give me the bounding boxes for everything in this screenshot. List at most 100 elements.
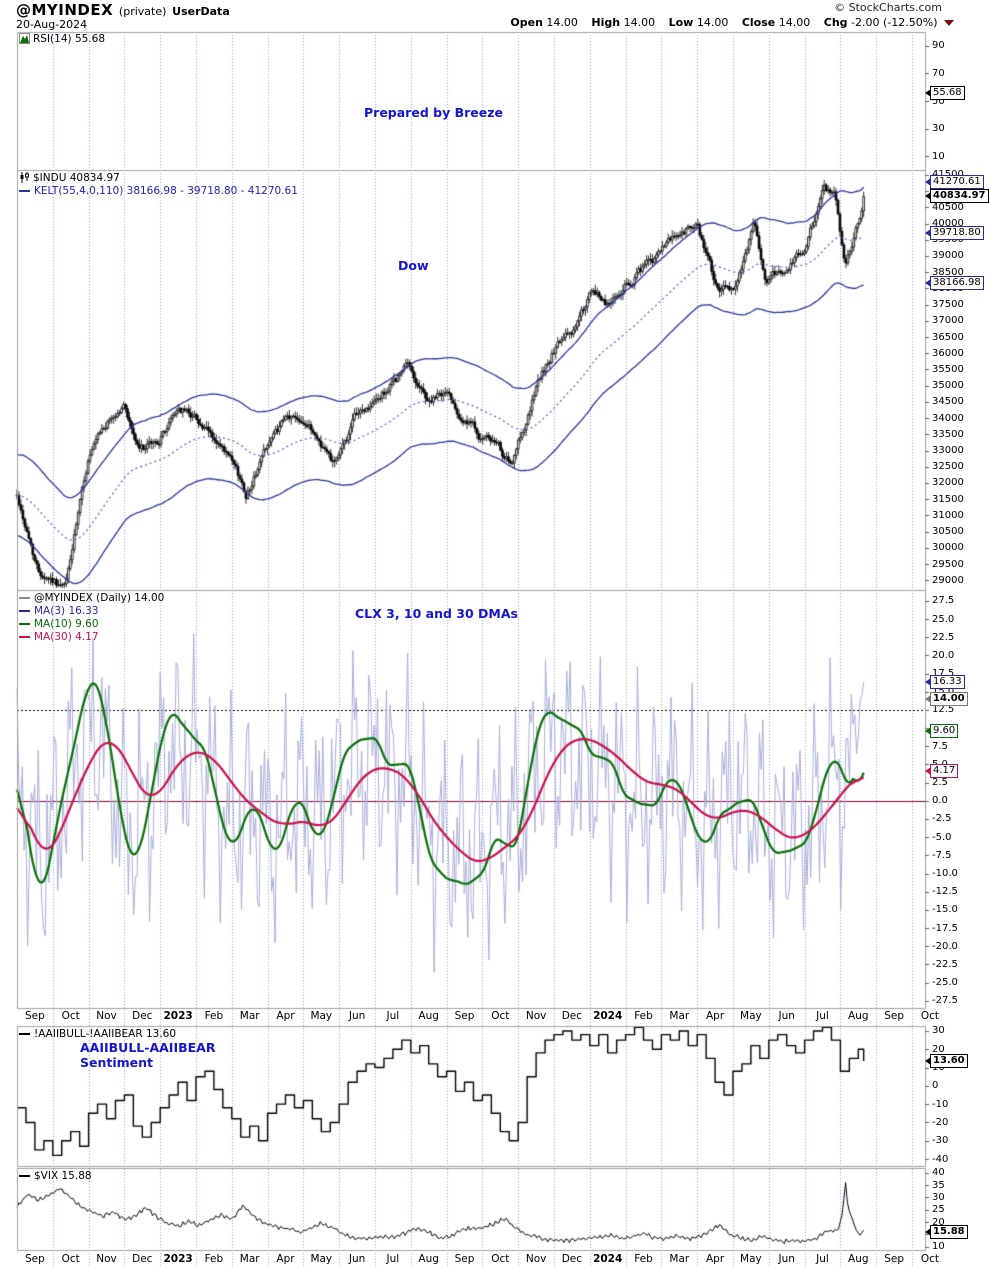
axis-tick-label: -15.0 xyxy=(932,904,958,916)
aaii-legend: !AAIIBULL-!AAIIBEAR 13.60 xyxy=(19,1028,176,1041)
low-value: 14.00 xyxy=(696,16,729,29)
month-label: Mar xyxy=(239,1253,260,1265)
month-label: Jul xyxy=(386,1253,400,1265)
month-label: Apr xyxy=(706,1010,725,1022)
axis-tick-label: 38500 xyxy=(932,266,964,278)
axis-tick-label: 33500 xyxy=(932,428,964,440)
month-label: Nov xyxy=(96,1253,117,1265)
axis-tick-label: 34000 xyxy=(932,412,964,424)
value-label-badge: 15.88 xyxy=(925,1225,968,1240)
axis-tick-label: 10 xyxy=(932,1241,945,1253)
chg-value: -2.00 (-12.50%) xyxy=(851,16,938,29)
axis-tick-label: 39500 xyxy=(932,234,964,246)
badge-arrow-icon xyxy=(925,228,931,237)
axis-tick-label: -10 xyxy=(932,1098,949,1110)
axis-tick-label: -20.0 xyxy=(932,940,958,952)
candlestick-icon xyxy=(19,172,30,187)
axis-tick-label: 22.5 xyxy=(932,631,955,643)
ma10-label: MA(10) 9.60 xyxy=(34,618,99,630)
badge-value: 39718.80 xyxy=(933,226,981,238)
open-value: 14.00 xyxy=(546,16,578,29)
rsi-legend-label: RSI(14) 55.68 xyxy=(33,33,106,45)
month-label: Dec xyxy=(132,1010,153,1022)
month-label: Jul xyxy=(816,1010,829,1022)
axis-tick-label: -27.5 xyxy=(932,995,958,1007)
month-label: Mar xyxy=(239,1010,260,1022)
month-label: Nov xyxy=(525,1010,547,1022)
month-label: Jul xyxy=(386,1010,400,1022)
chg-label: Chg xyxy=(823,16,848,29)
month-label: Apr xyxy=(276,1253,295,1265)
month-label: Jul xyxy=(816,1253,829,1265)
axis-tick-label: 32500 xyxy=(932,461,964,473)
ma3-label: MA(3) 16.33 xyxy=(34,605,99,617)
open-label: Open xyxy=(510,16,543,29)
ma30-label: MA(30) 4.17 xyxy=(34,631,99,643)
value-label-badge: 41270.61 xyxy=(925,175,984,190)
month-label: May xyxy=(740,1253,762,1265)
month-label: Aug xyxy=(848,1010,869,1022)
month-label: 2023 xyxy=(163,1253,193,1265)
month-label: 2024 xyxy=(593,1253,623,1265)
annotation-prepared-by: Prepared by Breeze xyxy=(364,105,503,120)
badge-value: 9.60 xyxy=(933,725,956,737)
axis-tick-label: 0 xyxy=(932,1080,939,1092)
rsi-legend: RSI(14) 55.68 xyxy=(19,33,105,48)
annotation-dow: Dow xyxy=(398,258,429,273)
value-label-badge: 9.60 xyxy=(925,724,959,739)
month-label: Apr xyxy=(706,1253,725,1265)
badge-arrow-icon xyxy=(925,727,931,736)
month-label: Nov xyxy=(96,1010,117,1022)
axis-tick-label: 35500 xyxy=(932,363,964,375)
value-label-badge: 4.17 xyxy=(925,763,959,778)
value-label-badge: 40834.97 xyxy=(925,189,989,204)
month-label: Sep xyxy=(24,1253,45,1265)
close-value: 14.00 xyxy=(778,16,811,29)
month-label: Sep xyxy=(454,1010,475,1022)
badge-value: 4.17 xyxy=(933,764,956,776)
axis-tick-label: -10.0 xyxy=(932,868,958,879)
month-label: Oct xyxy=(491,1010,510,1022)
month-label: Aug xyxy=(848,1253,869,1265)
copyright: © StockCharts.com xyxy=(834,1,942,14)
change-down-triangle-icon[interactable] xyxy=(944,20,954,26)
axis-tick-label: 50 xyxy=(932,95,945,107)
badge-arrow-icon xyxy=(925,89,931,98)
badge-value: 41270.61 xyxy=(933,176,981,188)
axis-tick-label: 36000 xyxy=(932,347,964,359)
axis-tick-label: -7.5 xyxy=(932,849,952,861)
area-chart-icon xyxy=(19,33,30,48)
month-label: Sep xyxy=(454,1253,475,1265)
annotation-aaii-line1: AAIIBULL-AAIIBEAR xyxy=(80,1040,216,1055)
month-label: Dec xyxy=(561,1010,583,1022)
axis-tick-label: -17.5 xyxy=(932,922,958,934)
axis-tick-label: 7.5 xyxy=(932,740,948,752)
month-label: May xyxy=(740,1010,762,1022)
badge-arrow-icon xyxy=(925,192,931,201)
close-label: Close xyxy=(741,16,776,29)
keltner-label: KELT(55,4.0,110) 38166.98 - 39718.80 - 4… xyxy=(34,185,298,197)
axis-tick-label: 30000 xyxy=(932,542,964,554)
month-label: Sep xyxy=(24,1010,45,1022)
value-label-badge: 55.68 xyxy=(925,86,965,101)
chart-date: 20-Aug-2024 xyxy=(16,18,88,31)
myindex-line-swatch xyxy=(19,596,30,600)
badge-value: 55.68 xyxy=(933,87,962,99)
axis-tick-label: 36500 xyxy=(932,331,964,343)
axis-tick-label: 40500 xyxy=(932,201,964,213)
axis-tick-label: 32000 xyxy=(932,477,964,489)
value-label-badge: 14.00 xyxy=(925,692,968,707)
month-label: Jun xyxy=(778,1010,795,1022)
axis-tick-label: 20 xyxy=(932,1043,945,1055)
axis-tick-label: 29000 xyxy=(932,574,964,586)
month-label: Feb xyxy=(634,1010,653,1022)
symbol-title: @MYINDEX xyxy=(16,1,114,19)
axis-tick-label: 20 xyxy=(932,1216,945,1228)
month-label: Oct xyxy=(61,1010,80,1022)
axis-tick-label: 40 xyxy=(932,1167,945,1179)
axis-tick-label: 31000 xyxy=(932,509,964,521)
axis-tick-label: 0.0 xyxy=(932,795,948,807)
axis-tick-label: 37000 xyxy=(932,315,964,327)
month-label: Oct xyxy=(61,1253,80,1265)
annotation-aaii-line2: Sentiment xyxy=(80,1055,154,1070)
